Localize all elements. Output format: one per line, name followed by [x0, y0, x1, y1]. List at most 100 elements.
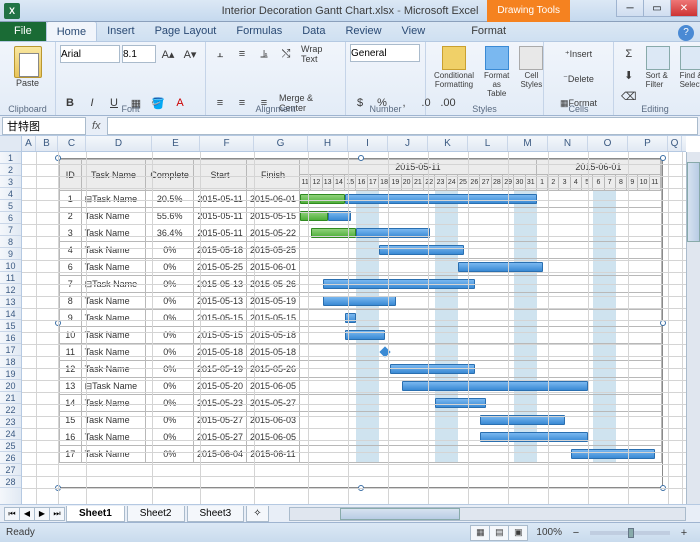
sheet-nav-last[interactable]: ⏭: [49, 507, 65, 521]
wrap-text-button[interactable]: Wrap Text: [298, 44, 341, 64]
row-header[interactable]: 16: [0, 332, 21, 344]
column-header[interactable]: F: [200, 136, 254, 151]
sheet-tab-3[interactable]: Sheet3: [187, 506, 245, 522]
tab-format[interactable]: Format: [461, 21, 516, 41]
tab-file[interactable]: File: [0, 21, 46, 41]
row-header[interactable]: 12: [0, 284, 21, 296]
row-header[interactable]: 25: [0, 440, 21, 452]
row-header[interactable]: 6: [0, 212, 21, 224]
row-header[interactable]: 21: [0, 392, 21, 404]
minimize-button[interactable]: ─: [616, 0, 644, 17]
row-header[interactable]: 28: [0, 476, 21, 488]
row-header[interactable]: 19: [0, 368, 21, 380]
align-bottom-button[interactable]: ⫡: [254, 44, 274, 64]
align-top-button[interactable]: ⫠: [210, 44, 230, 64]
column-header[interactable]: I: [348, 136, 388, 151]
new-sheet-button[interactable]: ✧: [246, 506, 268, 522]
number-format-select[interactable]: [350, 44, 420, 62]
shrink-font-button[interactable]: A▾: [180, 44, 200, 64]
column-header[interactable]: J: [388, 136, 428, 151]
tab-view[interactable]: View: [392, 21, 436, 41]
column-header[interactable]: G: [254, 136, 308, 151]
conditional-formatting-button[interactable]: Conditional Formatting: [430, 44, 478, 100]
help-button[interactable]: ?: [678, 25, 694, 41]
formula-input[interactable]: [107, 117, 698, 135]
autosum-button[interactable]: Σ: [618, 44, 640, 64]
zoom-level[interactable]: 100%: [536, 527, 562, 538]
row-header[interactable]: 5: [0, 200, 21, 212]
sheet-nav-prev[interactable]: ◀: [19, 507, 35, 521]
column-header[interactable]: N: [548, 136, 588, 151]
column-header[interactable]: P: [628, 136, 668, 151]
column-header[interactable]: O: [588, 136, 628, 151]
horizontal-scrollbar[interactable]: [289, 507, 686, 521]
delete-cells-button[interactable]: ⁻ Delete: [548, 69, 609, 89]
column-header[interactable]: A: [22, 136, 36, 151]
cell-styles-button[interactable]: Cell Styles: [515, 44, 547, 100]
cells-area[interactable]: IDTask NameCompleteStartFinish2015-05-11…: [22, 152, 686, 504]
clear-button[interactable]: ⌫: [618, 86, 640, 106]
column-header[interactable]: L: [468, 136, 508, 151]
find-select-button[interactable]: Find & Select: [676, 44, 700, 106]
row-header[interactable]: 11: [0, 272, 21, 284]
column-header[interactable]: E: [152, 136, 200, 151]
grow-font-button[interactable]: A▴: [158, 44, 178, 64]
zoom-out-button[interactable]: −: [566, 523, 586, 543]
page-layout-view-button[interactable]: ▤: [489, 525, 509, 541]
tab-review[interactable]: Review: [335, 21, 391, 41]
row-header[interactable]: 18: [0, 356, 21, 368]
row-header[interactable]: 26: [0, 452, 21, 464]
column-header[interactable]: B: [36, 136, 58, 151]
column-header[interactable]: C: [58, 136, 86, 151]
row-header[interactable]: 14: [0, 308, 21, 320]
sheet-nav-next[interactable]: ▶: [34, 507, 50, 521]
column-header[interactable]: H: [308, 136, 348, 151]
name-box[interactable]: 甘特图: [2, 117, 86, 135]
format-as-table-button[interactable]: Format as Table: [480, 44, 513, 100]
insert-cells-button[interactable]: ⁺ Insert: [548, 44, 609, 64]
row-header[interactable]: 3: [0, 176, 21, 188]
vertical-scrollbar[interactable]: [686, 152, 700, 504]
page-break-view-button[interactable]: ▣: [508, 525, 528, 541]
row-header[interactable]: 2: [0, 164, 21, 176]
fill-button[interactable]: ⬇: [618, 65, 640, 85]
column-header[interactable]: K: [428, 136, 468, 151]
column-header[interactable]: Q: [668, 136, 682, 151]
row-header[interactable]: 8: [0, 236, 21, 248]
row-header[interactable]: 27: [0, 464, 21, 476]
row-header[interactable]: 1: [0, 152, 21, 164]
maximize-button[interactable]: ▭: [643, 0, 671, 17]
normal-view-button[interactable]: ▦: [470, 525, 490, 541]
tab-home[interactable]: Home: [46, 21, 97, 41]
row-headers[interactable]: 1234567891011121314151617181920212223242…: [0, 152, 22, 504]
row-header[interactable]: 24: [0, 428, 21, 440]
row-header[interactable]: 13: [0, 296, 21, 308]
paste-button[interactable]: Paste: [4, 44, 51, 90]
row-header[interactable]: 22: [0, 404, 21, 416]
close-button[interactable]: ✕: [670, 0, 698, 17]
sort-filter-button[interactable]: Sort & Filter: [642, 44, 674, 106]
font-name-select[interactable]: [60, 45, 120, 63]
zoom-slider[interactable]: [590, 531, 670, 535]
row-header[interactable]: 10: [0, 260, 21, 272]
orientation-button[interactable]: ⤭: [276, 44, 296, 64]
row-header[interactable]: 15: [0, 320, 21, 332]
sheet-tab-2[interactable]: Sheet2: [127, 506, 185, 522]
tab-insert[interactable]: Insert: [97, 21, 145, 41]
align-middle-button[interactable]: ≡: [232, 44, 252, 64]
select-all-corner[interactable]: [0, 136, 22, 152]
column-headers[interactable]: ABCDEFGHIJKLMNOPQ: [22, 136, 686, 152]
row-header[interactable]: 4: [0, 188, 21, 200]
row-header[interactable]: 23: [0, 416, 21, 428]
gantt-chart-object[interactable]: IDTask NameCompleteStartFinish2015-05-11…: [58, 158, 663, 488]
zoom-in-button[interactable]: +: [674, 523, 694, 543]
row-header[interactable]: 20: [0, 380, 21, 392]
row-header[interactable]: 17: [0, 344, 21, 356]
column-header[interactable]: D: [86, 136, 152, 151]
sheet-nav-first[interactable]: ⏮: [4, 507, 20, 521]
row-header[interactable]: 7: [0, 224, 21, 236]
tab-data[interactable]: Data: [292, 21, 335, 41]
column-header[interactable]: M: [508, 136, 548, 151]
font-size-select[interactable]: [122, 45, 156, 63]
tab-formulas[interactable]: Formulas: [226, 21, 292, 41]
